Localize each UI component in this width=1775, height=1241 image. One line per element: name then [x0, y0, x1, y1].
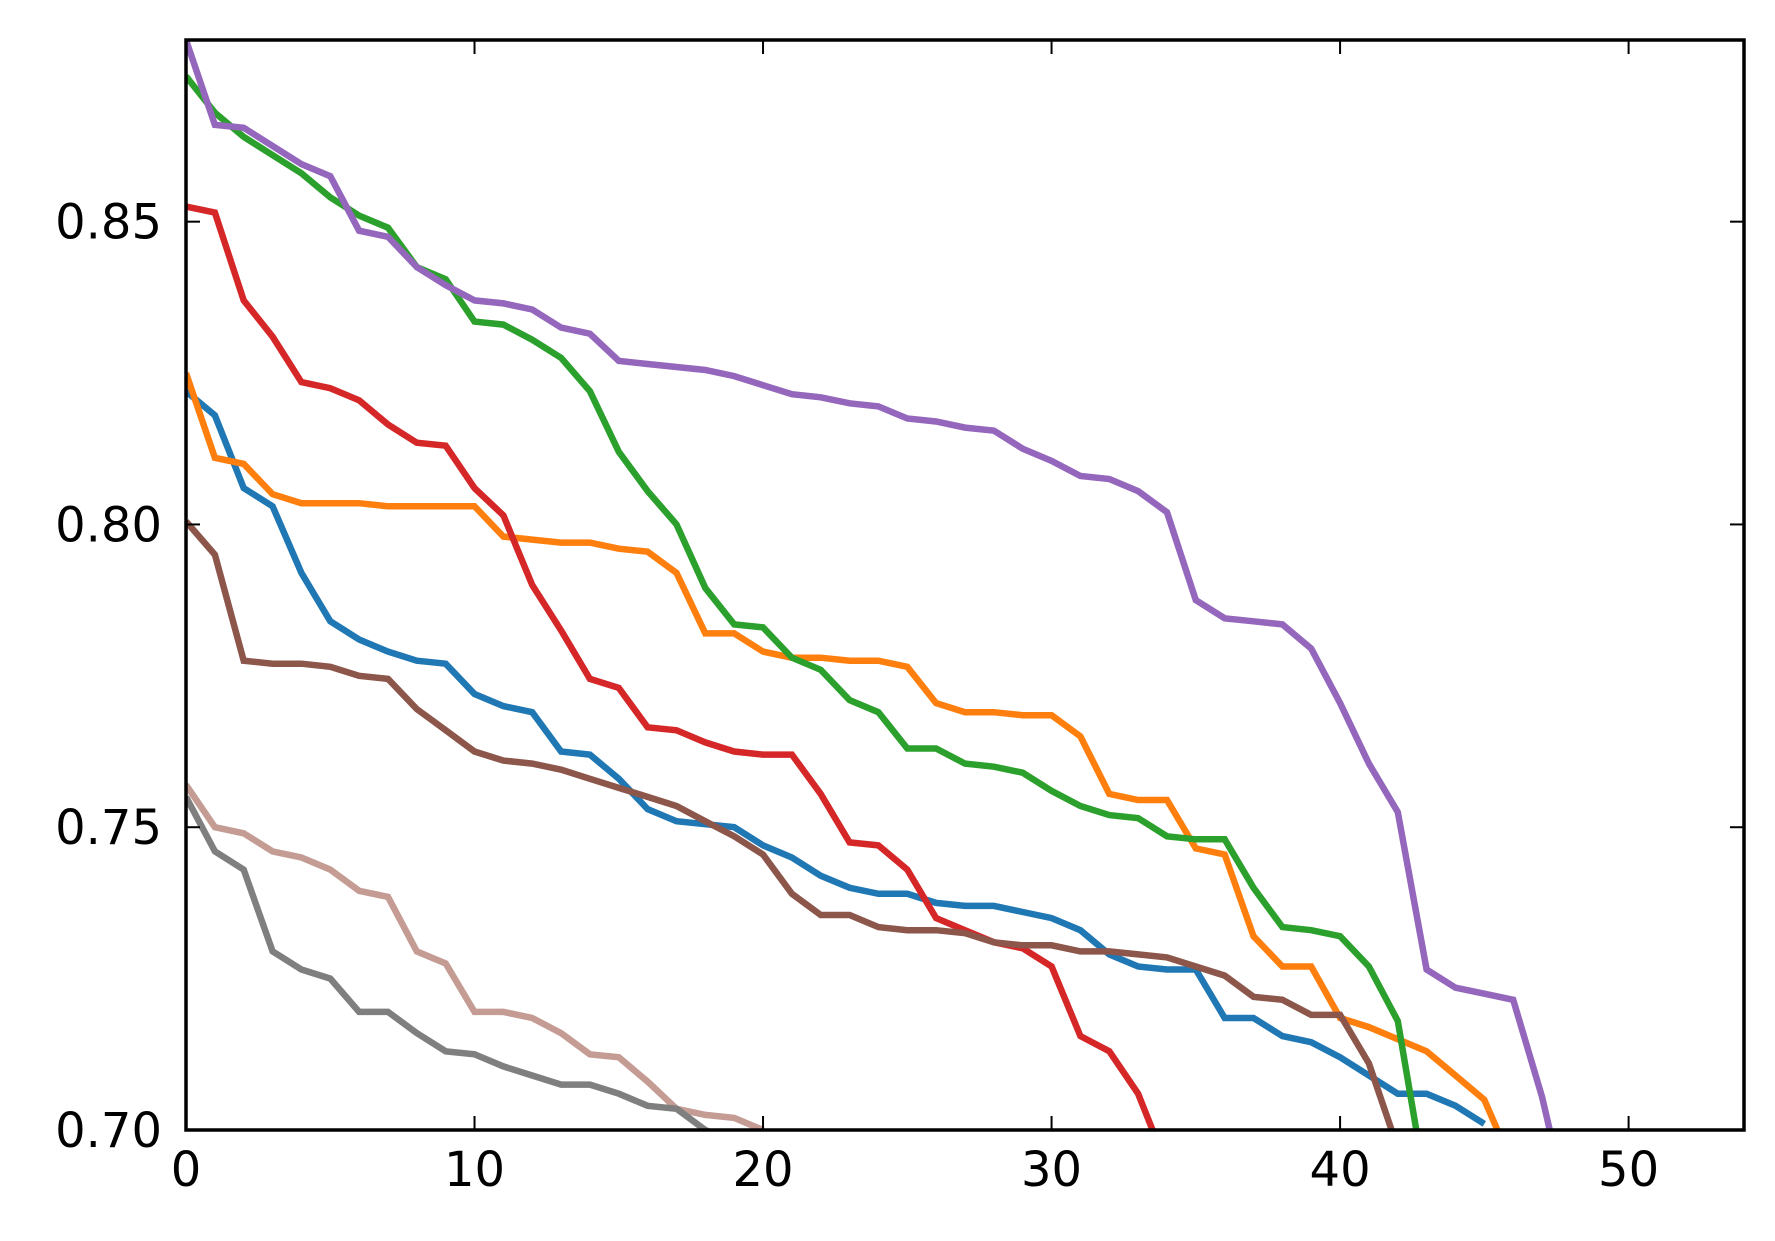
y-tick-label: 0.80 [55, 497, 162, 553]
x-tick-label: 20 [732, 1142, 793, 1198]
y-tick-label: 0.85 [55, 195, 162, 251]
series-line-2 [186, 372, 1501, 1130]
x-tick-label: 10 [444, 1142, 505, 1198]
series-line-7 [186, 782, 765, 1130]
x-tick-label: 0 [171, 1142, 202, 1198]
x-tick-label: 50 [1598, 1142, 1659, 1198]
series-line-6 [186, 519, 1396, 1130]
series-line-8 [186, 795, 714, 1130]
series-line-5 [186, 40, 1554, 1130]
y-tick-label: 0.75 [55, 800, 162, 856]
series-layer [186, 40, 1554, 1130]
x-tick-label: 30 [1021, 1142, 1082, 1198]
series-line-3 [186, 74, 1420, 1130]
x-tick-label: 40 [1310, 1142, 1371, 1198]
y-tick-label: 0.70 [55, 1103, 162, 1159]
tick-layer: 0 10 20 30 40 50 0.70 0.75 0.80 0.85 [55, 40, 1744, 1198]
series-line-1 [186, 388, 1487, 1127]
plot-frame [184, 38, 1746, 1132]
